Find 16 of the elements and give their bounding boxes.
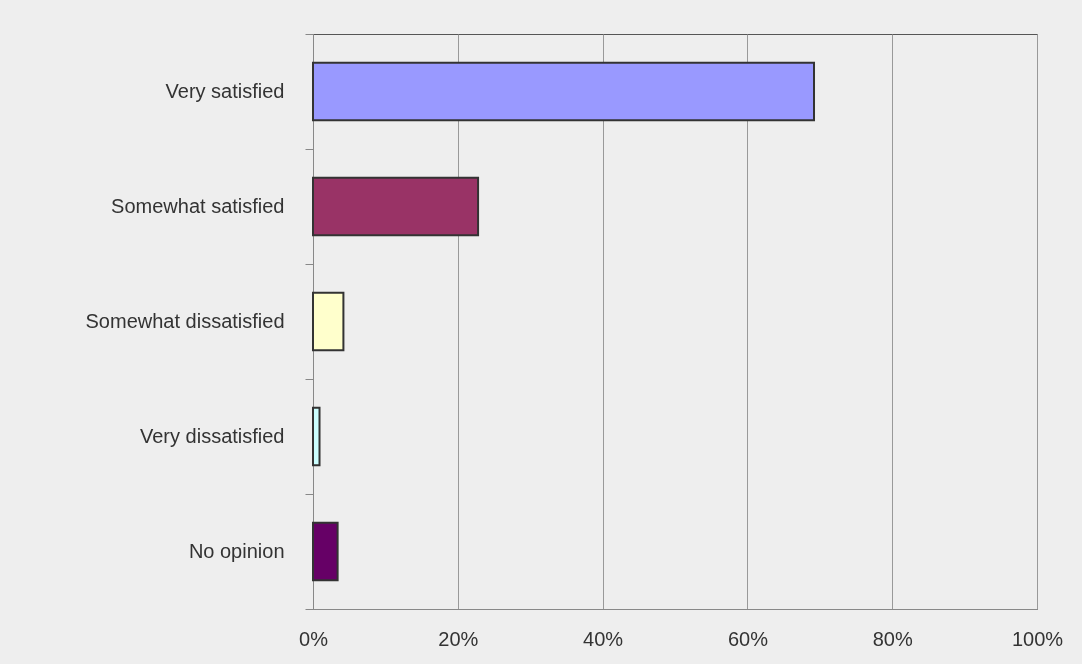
x-tick-label: 0%	[299, 627, 329, 650]
x-tick-label: 100%	[1011, 627, 1064, 650]
bar	[312, 61, 816, 122]
bar	[312, 521, 339, 582]
y-tick-label: Very dissatisfied	[139, 425, 285, 447]
x-tick-label: 40%	[583, 627, 624, 650]
x-tick-label: 80%	[872, 627, 913, 650]
y-tick-label: Somewhat satisfied	[111, 195, 285, 217]
bar	[312, 291, 345, 352]
bar	[312, 176, 480, 237]
y-tick-label: Somewhat dissatisfied	[85, 310, 285, 332]
x-tick-label: 60%	[727, 627, 769, 650]
bar	[312, 406, 321, 467]
y-tick-label: No opinion	[188, 540, 285, 562]
y-tick-label: Very satisfied	[165, 80, 285, 102]
x-tick-label: 20%	[438, 627, 479, 650]
